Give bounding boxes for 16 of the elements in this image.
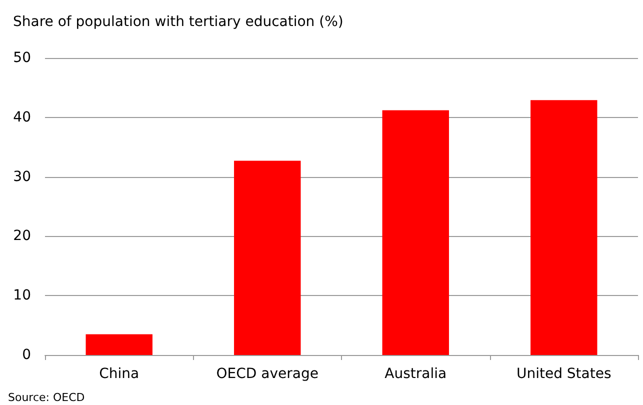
x-tick-label: OECD average xyxy=(216,366,318,382)
y-tick-label: 0 xyxy=(22,347,31,363)
bar xyxy=(530,100,598,355)
bar xyxy=(234,160,301,355)
y-tick-label: 10 xyxy=(13,288,31,304)
source-note: Source: OECD xyxy=(8,391,85,404)
bar xyxy=(382,110,449,355)
y-tick-label: 50 xyxy=(13,50,31,66)
y-tick-label: 30 xyxy=(13,168,31,185)
bar xyxy=(86,334,152,355)
x-tick-label: China xyxy=(99,366,140,382)
x-tick-label: Australia xyxy=(384,366,447,382)
y-tick-label: 20 xyxy=(13,228,31,244)
chart-title: Share of population with tertiary education (%) xyxy=(13,14,344,30)
x-tick-label: United States xyxy=(516,366,612,382)
y-tick-label: 40 xyxy=(13,109,31,126)
